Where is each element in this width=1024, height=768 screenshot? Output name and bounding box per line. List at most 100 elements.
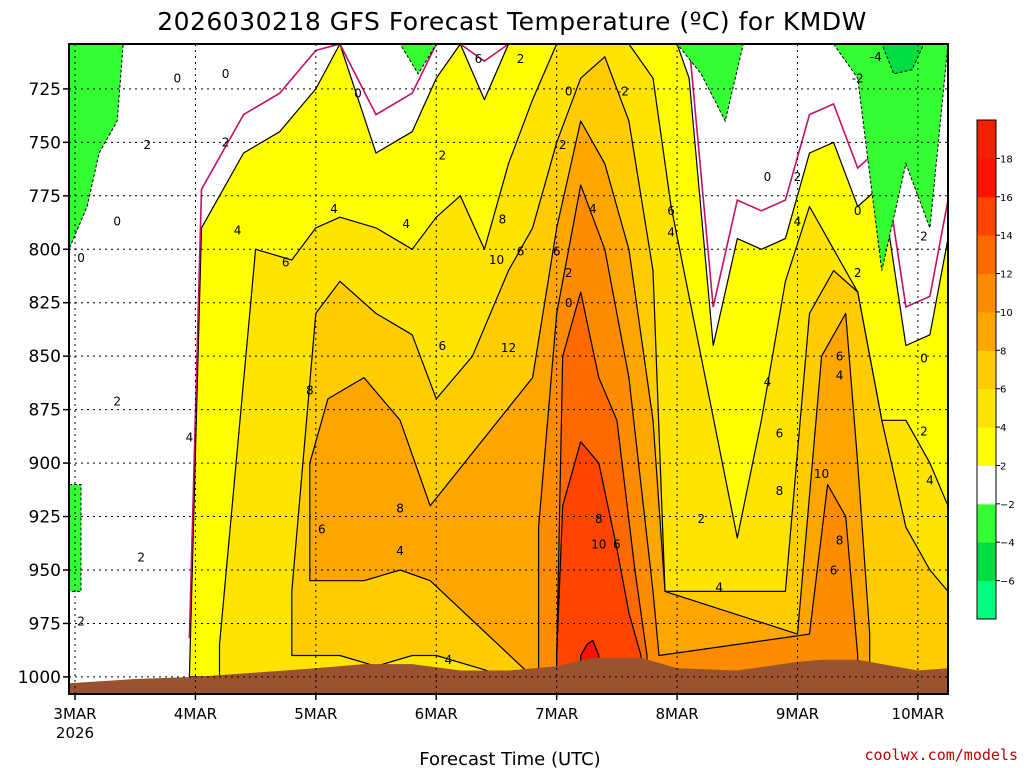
contour-label: 4: [926, 473, 934, 487]
colorbar-label: 4: [1000, 423, 1006, 434]
colorbar-label: 12: [1000, 270, 1013, 281]
xtick-sublabel: 2026: [56, 724, 94, 742]
colorbar-frame: [976, 119, 997, 620]
contour-label: 4: [836, 369, 844, 383]
contour-label: 0: [764, 170, 772, 184]
ytick-label: 950: [29, 561, 61, 581]
colorbar-swatch: [977, 196, 996, 236]
contour-label: 2: [565, 266, 573, 280]
credit-link[interactable]: coolwx.com/models: [864, 746, 1018, 764]
contour-label: 2: [113, 394, 121, 408]
contour-label: 6: [776, 426, 784, 440]
terrain: [69, 657, 948, 694]
contour-label: 6: [282, 255, 290, 269]
contour-label: 6: [438, 339, 446, 353]
contour-label: 8: [306, 384, 314, 398]
ytick-label: 900: [29, 454, 61, 474]
terrain-fill: [69, 657, 948, 694]
chart-title: 2026030218 GFS Forecast Temperature (ºC)…: [157, 7, 867, 36]
xtick-label: 10MAR: [892, 705, 945, 723]
contour-label: 4: [715, 580, 723, 594]
contour-label: 4: [330, 202, 338, 216]
colorbar-label: 2: [1000, 461, 1006, 472]
contour-label: 8: [396, 501, 404, 515]
contour-label: 6: [836, 349, 844, 363]
contour-label: 0: [354, 86, 362, 100]
colorbar-swatch: [977, 427, 996, 466]
ytick-label: 875: [29, 401, 61, 421]
contour-label: 6: [318, 523, 326, 537]
contour-label: 10: [814, 467, 829, 481]
xtick-label: 6MAR: [415, 705, 458, 723]
colorbar-swatch: [977, 580, 996, 620]
contour-label: 2: [517, 52, 525, 66]
colorbar-label: 6: [1000, 385, 1006, 396]
contour-label: 2: [854, 266, 862, 280]
contour-label: 12: [501, 341, 516, 355]
contour-label: 4: [794, 215, 802, 229]
contour-label: 2: [143, 138, 151, 152]
contour-label: -4: [870, 50, 882, 64]
contour-label: 2: [222, 136, 230, 150]
contour-label: 2: [137, 550, 145, 564]
contour-label: 4: [186, 431, 194, 445]
colorbar-swatch: [977, 388, 996, 428]
contour-label: 0: [565, 296, 573, 310]
contour-label: 10: [489, 253, 504, 267]
colorbar-label: −2: [1000, 500, 1015, 511]
contour-label: -2: [852, 71, 864, 85]
contour-label: 8: [595, 512, 603, 526]
ytick-label: 975: [29, 614, 61, 634]
cold-regions: [68, 43, 949, 592]
contour-label: 0: [77, 251, 85, 265]
contour-label: 8: [776, 484, 784, 498]
xtick-label: 4MAR: [174, 705, 217, 723]
plot-frame: [68, 43, 949, 695]
contour-label: 4: [444, 653, 452, 667]
ytick-label: 925: [29, 508, 61, 528]
ytick-label: 1000: [18, 668, 61, 688]
contour-label: 6: [830, 563, 838, 577]
contour-label: 2: [438, 148, 446, 162]
ytick-label: 800: [29, 240, 61, 260]
contour-label: 0: [222, 67, 230, 81]
y-axis-ticks: 725 750 775 800 825 850 875 900 925 950 975 1000: [18, 80, 69, 688]
contour-label: 2: [920, 424, 928, 438]
xtick-label: 9MAR: [776, 705, 819, 723]
ytick-label: 825: [29, 294, 61, 314]
contour-label: 0: [565, 84, 573, 98]
colorbar-label: 8: [1000, 346, 1006, 357]
contour-label: 10: [591, 538, 606, 552]
ytick-label: 725: [29, 80, 61, 100]
colorbar-label: 18: [1000, 154, 1013, 165]
xtick-label: 8MAR: [655, 705, 698, 723]
colorbar-label: 10: [1000, 308, 1013, 319]
x-axis-label: Forecast Time (UTC): [419, 749, 600, 768]
contour-label: 4: [667, 225, 675, 239]
ytick-label: 850: [29, 347, 61, 367]
contour-label: 4: [234, 223, 242, 237]
xtick-label: 7MAR: [535, 705, 578, 723]
contour-label: 4: [589, 202, 597, 216]
xtick-label: 5MAR: [294, 705, 337, 723]
colorbar-swatch: [977, 503, 996, 543]
contour-label: 6: [553, 245, 561, 259]
contour-label: 4: [396, 544, 404, 558]
colorbar-swatch: [977, 158, 996, 198]
contour-label: 2: [77, 615, 85, 629]
ytick-label: 750: [29, 133, 61, 153]
contour-label: 0: [920, 352, 928, 366]
contour-label: 0: [854, 204, 862, 218]
ytick-label: 775: [29, 187, 61, 207]
contour-label: 2: [559, 138, 567, 152]
colorbar: −6 −4 −2 2 4 6 8 10 12 14 16 18: [976, 119, 1015, 620]
colorbar-swatch: [977, 120, 996, 159]
colorbar-label: 16: [1000, 193, 1013, 204]
colorbar-swatch: [977, 465, 996, 505]
temperature-bands: [188, 43, 949, 678]
contour-label: 0: [174, 71, 182, 85]
contour-label: -2: [617, 84, 629, 98]
colorbar-label: −4: [1000, 538, 1015, 549]
